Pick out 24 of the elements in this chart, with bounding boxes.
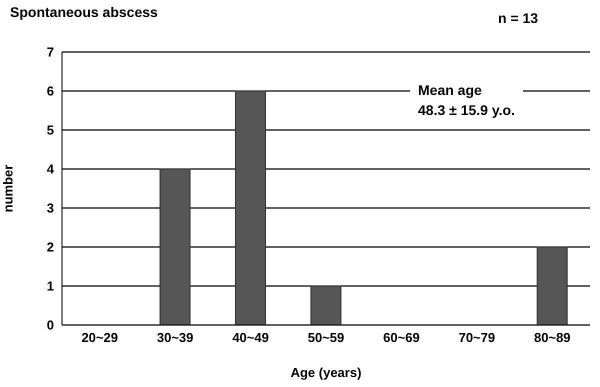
bar: [310, 286, 342, 325]
x-tick-label: 30~39: [156, 330, 194, 346]
x-axis-title: Age (years): [290, 365, 362, 380]
bar: [160, 168, 191, 325]
bar: [536, 246, 568, 325]
y-tick-label: 2: [46, 240, 54, 255]
bar: [234, 90, 266, 325]
x-tick-label: 70~79: [458, 330, 496, 346]
x-tick-label: 50~59: [308, 330, 344, 346]
y-axis-title: number: [0, 164, 16, 212]
x-tick-label: 80~89: [534, 330, 571, 346]
y-tick-label: 5: [46, 122, 54, 138]
annotation: Mean age 48.3 ± 15.9 y.o.: [410, 78, 523, 122]
y-tick-label: 1: [46, 278, 54, 294]
y-tick-label: 0: [46, 318, 54, 333]
y-tick-label: 4: [46, 162, 55, 177]
y-tick-label: 3: [46, 200, 54, 216]
chart-title: Spontaneous abscess: [10, 4, 158, 20]
text: n = 13: [498, 10, 538, 26]
x-tick-label: 40~49: [232, 330, 269, 346]
y-tick-label: 6: [46, 84, 54, 99]
y-tick-label: 7: [46, 44, 54, 60]
x-tick-label: 60~69: [383, 330, 420, 346]
x-tick-label: 20~29: [81, 330, 118, 346]
